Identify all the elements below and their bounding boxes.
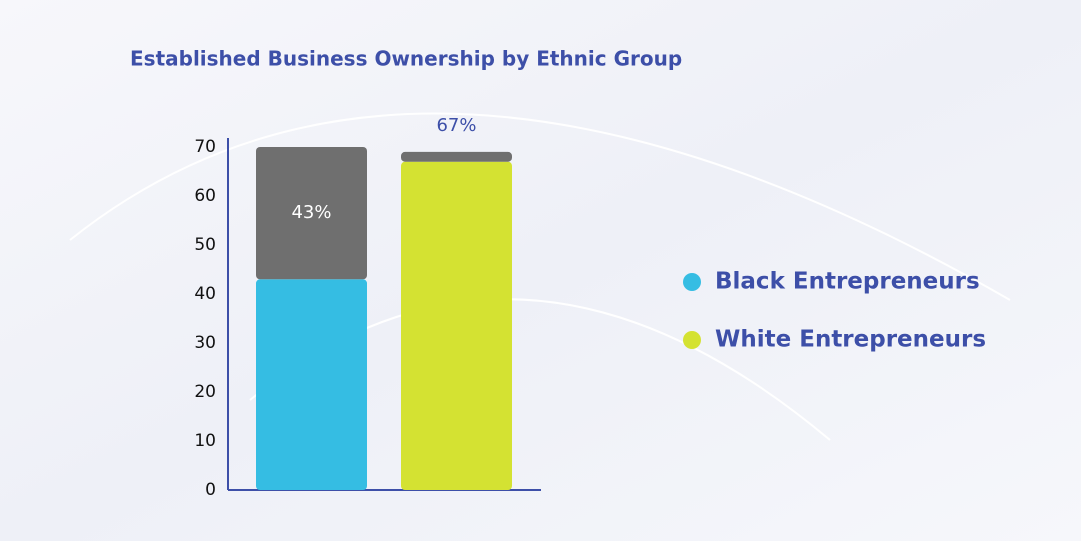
bar-segment: [401, 161, 512, 490]
value-label: 67%: [436, 115, 476, 136]
decor-arc: [69, 112, 1011, 301]
y-tick-label: 0: [205, 480, 216, 500]
bar-segment: [256, 147, 367, 280]
legend-label: Black Entrepreneurs: [715, 269, 980, 295]
legend-swatch: [683, 273, 701, 291]
y-tick-label: 10: [194, 431, 216, 451]
legend-label: White Entrepreneurs: [715, 327, 986, 353]
chart-title: Established Business Ownership by Ethnic…: [130, 47, 682, 71]
value-label: 43%: [291, 202, 331, 223]
y-tick-label: 40: [194, 284, 216, 304]
y-tick-label: 70: [194, 137, 216, 157]
bar-segment: [256, 279, 367, 490]
y-tick-label: 30: [194, 333, 216, 353]
bar-segment: [401, 151, 512, 162]
legend-swatch: [683, 331, 701, 349]
y-tick-label: 20: [194, 382, 216, 402]
y-tick-label: 60: [194, 186, 216, 206]
y-tick-label: 50: [194, 235, 216, 255]
